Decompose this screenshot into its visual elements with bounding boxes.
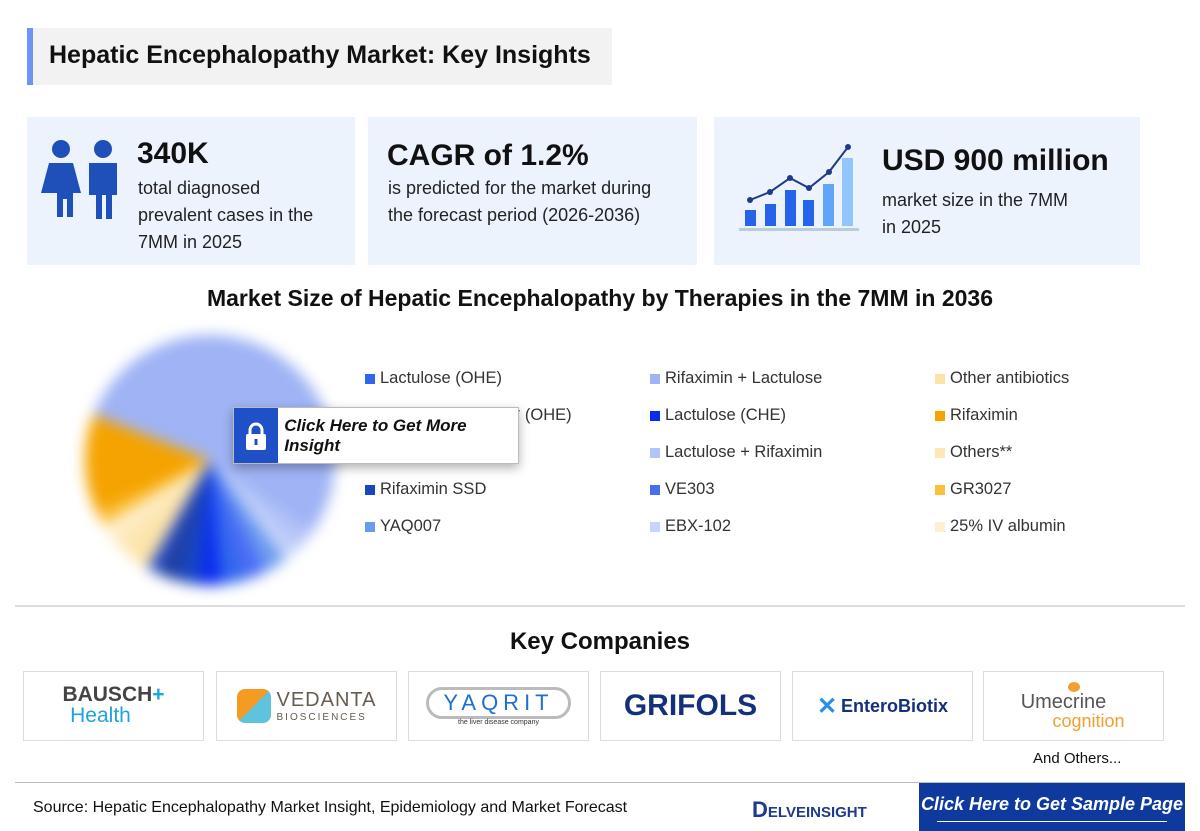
pie-slice <box>210 460 312 550</box>
legend-swatch <box>650 484 660 495</box>
legend-swatch <box>650 373 660 384</box>
divider <box>15 782 1185 783</box>
delveinsight-logo: DELVEINSIGHT <box>752 797 867 822</box>
legend-label: Lactulose (CHE) <box>665 406 787 424</box>
logo-umecrine: Umecrine cognition <box>983 671 1164 741</box>
pie-slice <box>175 460 210 585</box>
legend-label: YAQ007 <box>380 517 442 535</box>
header: Hepatic Encephalopathy Market: Key Insig… <box>27 28 612 85</box>
pie-slice <box>85 414 210 513</box>
legend-label: GR3027 <box>950 480 1012 498</box>
pie-slice <box>210 460 245 585</box>
legend-label: Rifaximin SSD <box>380 480 487 498</box>
legend-item: EBX-102 <box>650 508 935 545</box>
chart-title: Market Size of Hepatic Encephalopathy by… <box>206 285 994 311</box>
logo-grifols: GRIFOLS <box>600 671 781 741</box>
get-more-insight-button[interactable]: Click Here to Get More Insight <box>233 407 519 464</box>
legend-item: VE303 <box>650 471 935 508</box>
and-others: And Others... <box>1033 750 1122 767</box>
pie-slice <box>112 460 210 555</box>
card-market-size: USD 900 million market size in the 7MM in… <box>714 117 1140 265</box>
legend-swatch <box>935 484 945 495</box>
pie-slice <box>210 460 266 581</box>
legend-label: Rifaximin <box>950 406 1018 424</box>
get-sample-page-button[interactable]: Click Here to Get Sample Page <box>919 783 1185 831</box>
legend-item: Lactulose + Rifaximin <box>650 434 935 471</box>
legend-swatch <box>935 447 945 458</box>
card-prevalence: 340K total diagnosed prevalent cases in t… <box>27 117 355 265</box>
legend-swatch <box>650 521 660 532</box>
pie-slice <box>147 460 210 576</box>
pie-slice <box>198 460 222 585</box>
divider <box>15 605 1185 607</box>
people-icon <box>41 140 117 219</box>
pie-slice <box>93 335 335 533</box>
legend-label: Rifaximin + Lactulose <box>665 369 823 387</box>
logo-bausch-health: BAUSCH+ Health <box>23 671 204 741</box>
legend-label: Other antibiotics <box>950 369 1070 387</box>
legend-item: Rifaximin <box>935 397 1125 434</box>
companies-title: Key Companies <box>509 628 691 655</box>
legend-swatch <box>365 521 375 532</box>
legend-swatch <box>365 484 375 495</box>
logo-yaqrit: YAQRIT the liver disease company <box>408 671 589 741</box>
pie-slice <box>128 460 210 569</box>
legend-swatch <box>935 521 945 532</box>
legend-swatch <box>650 410 660 421</box>
legend-item: Other antibiotics <box>935 360 1125 397</box>
legend-swatch <box>935 373 945 384</box>
legend-label: EBX-102 <box>665 517 732 535</box>
legend-item: Lactulose (CHE) <box>650 397 935 434</box>
legend-item: GR3027 <box>935 471 1125 508</box>
legend-label: VE303 <box>665 480 715 498</box>
lock-icon <box>234 408 279 463</box>
bar-chart-growth-icon <box>739 144 859 231</box>
legend-swatch <box>650 447 660 458</box>
legend-item: YAQ007 <box>365 508 650 545</box>
pie-slice <box>96 460 210 526</box>
legend-swatch <box>365 373 375 384</box>
card-cagr: CAGR of 1.2% is predicted for the market… <box>368 117 697 265</box>
legend-item: Lactulose (OHE) <box>365 360 650 397</box>
pie-slice <box>161 460 210 581</box>
logo-vedanta: VEDANTA BIOSCIENCES <box>216 671 397 741</box>
legend-swatch <box>935 410 945 421</box>
chart-legend: Lactulose (OHE)Other medications* (OHE)*… <box>365 360 1125 545</box>
source-text: Source: Hepatic Encephalopathy Market In… <box>33 799 628 816</box>
pie-slice <box>103 460 210 539</box>
legend-item: 25% IV albumin <box>935 508 1125 545</box>
pie-slice <box>210 460 297 560</box>
legend-label: Lactulose (OHE) <box>380 369 502 387</box>
logo-enterobiotix: ✕ EnteroBiotix <box>792 671 973 741</box>
legend-label: Others** <box>950 443 1013 461</box>
legend-item: Others** <box>935 434 1125 471</box>
pie-chart <box>85 335 335 585</box>
page-title: Hepatic Encephalopathy Market: Key Insig… <box>49 41 591 69</box>
legend-item: Rifaximin SSD <box>365 471 650 508</box>
legend-item: Rifaximin + Lactulose <box>650 360 935 397</box>
legend-label: Lactulose + Rifaximin <box>665 443 823 461</box>
legend-label: 25% IV albumin <box>950 517 1066 535</box>
pie-slice <box>210 460 286 572</box>
